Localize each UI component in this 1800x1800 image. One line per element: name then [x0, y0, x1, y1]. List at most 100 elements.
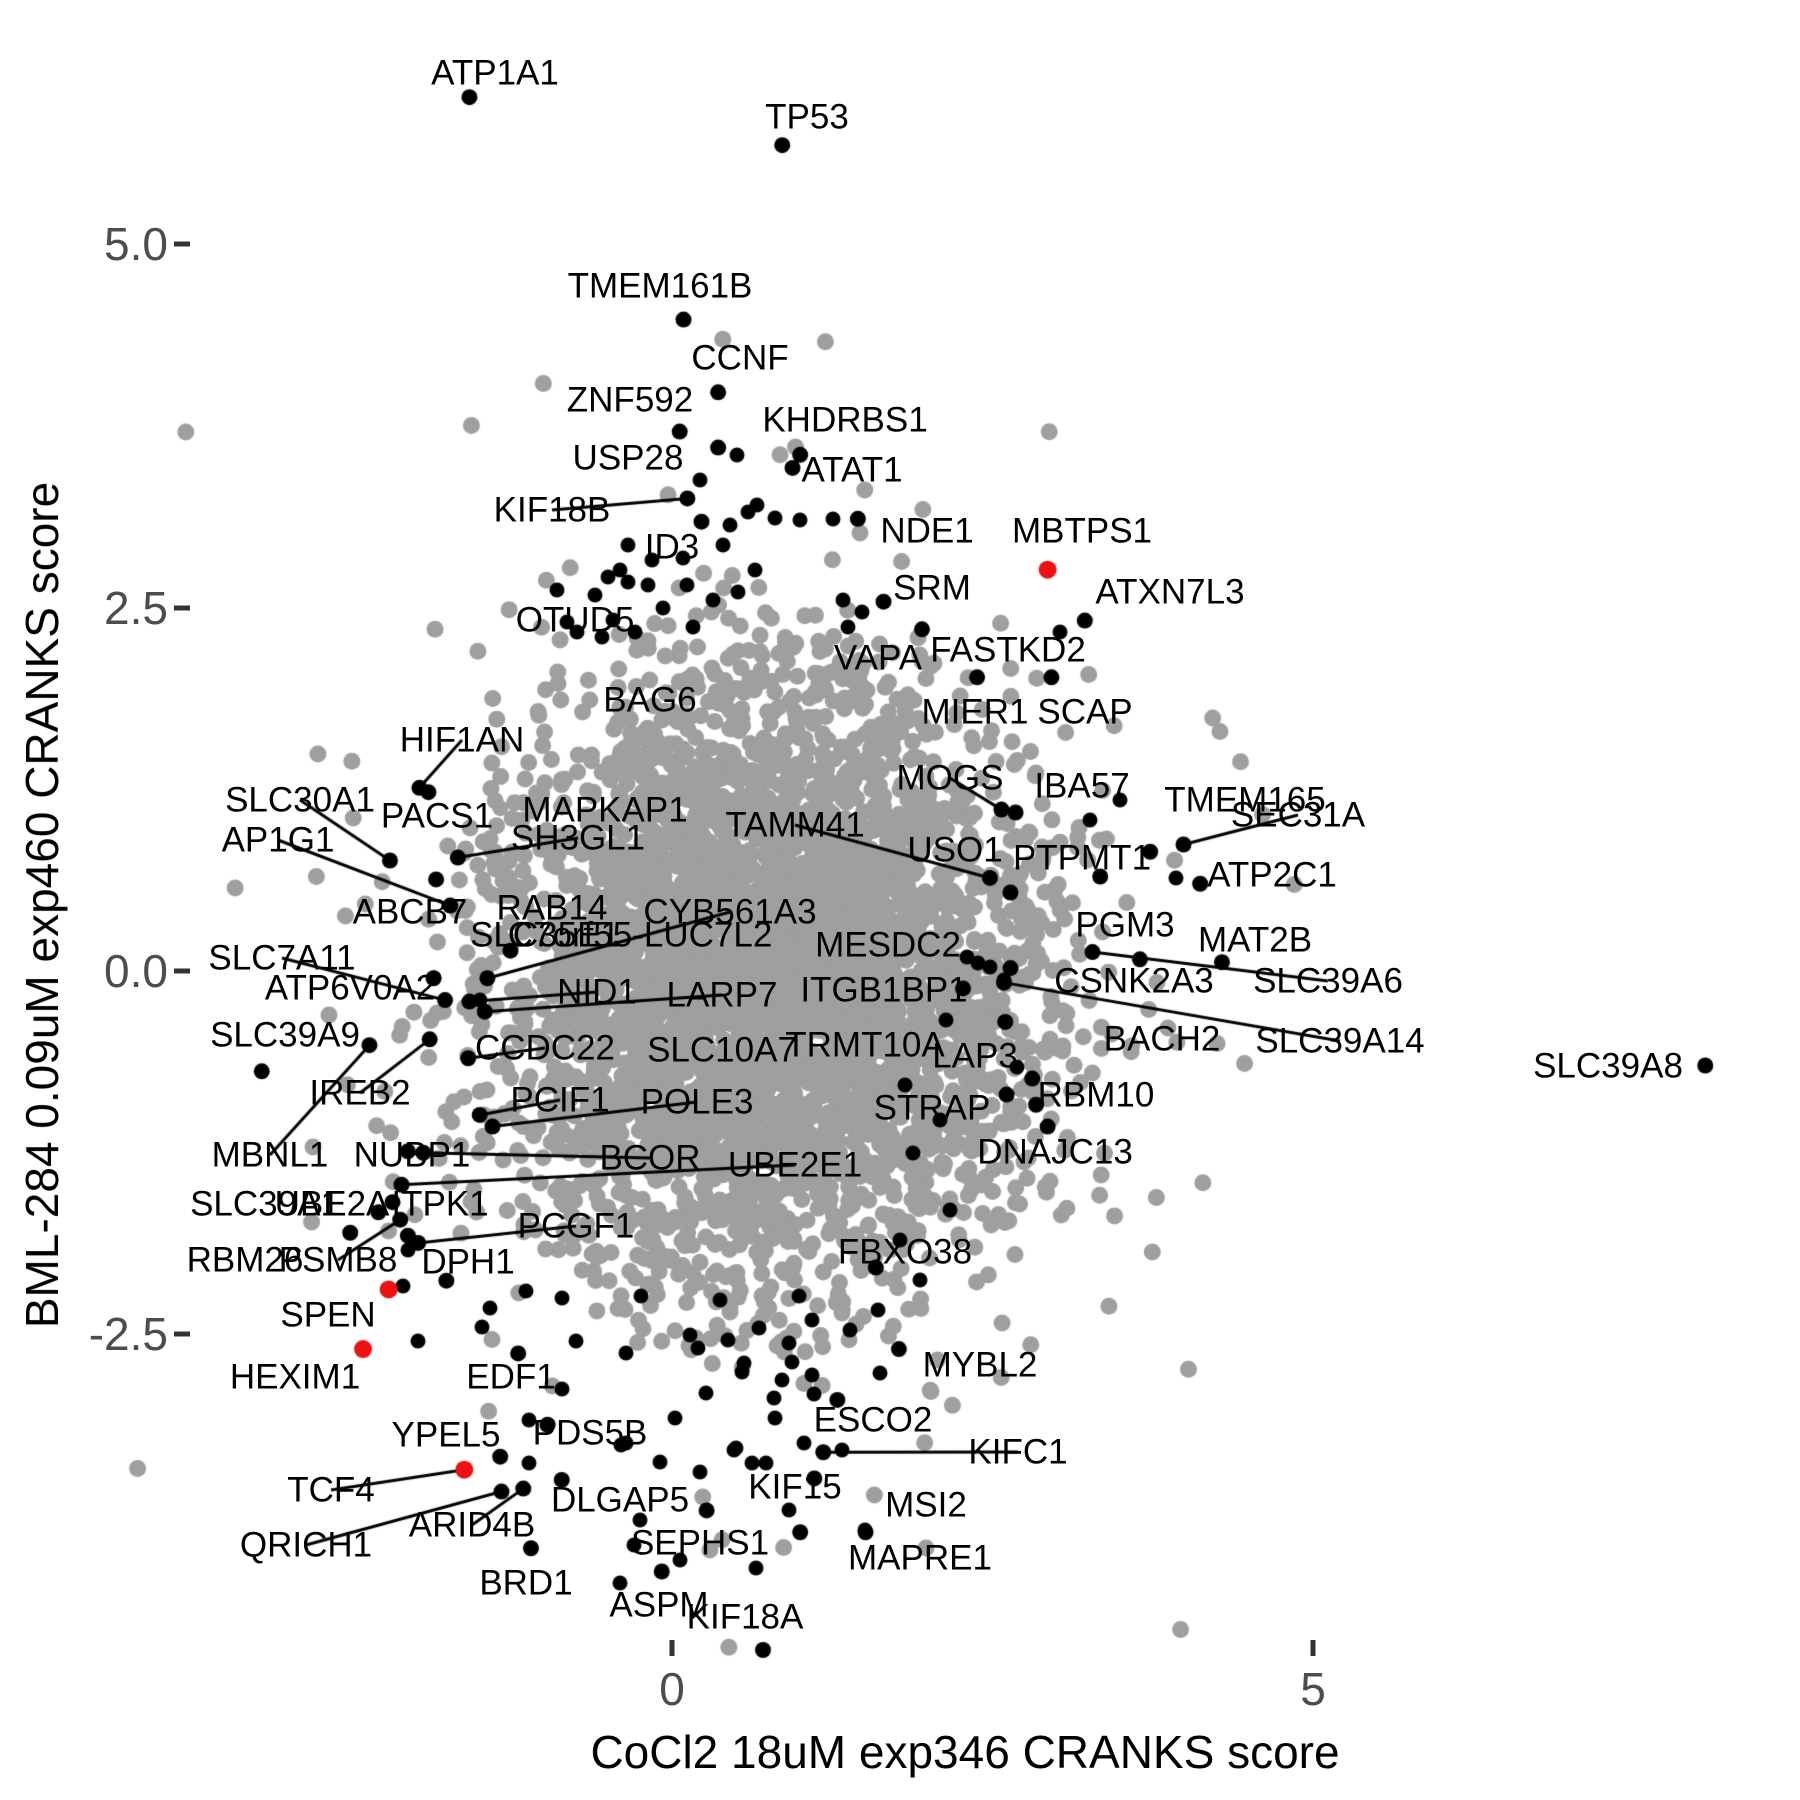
gene-label-DPH1: DPH1 — [421, 1242, 515, 1282]
gene-label-NDE1: NDE1 — [880, 511, 974, 551]
gene-label-CYB561A3: CYB561A3 — [643, 892, 817, 932]
gene-label-PSMB8: PSMB8 — [278, 1240, 398, 1280]
gene-label-OTUD5: OTUD5 — [515, 600, 635, 640]
gene-label-HIF1AN: HIF1AN — [399, 720, 525, 760]
gene-label-EDF1: EDF1 — [466, 1357, 556, 1397]
gene-label-TAMM41: TAMM41 — [725, 805, 865, 845]
gene-label-TCF4: TCF4 — [287, 1470, 375, 1510]
gene-label-KIFC1: KIFC1 — [968, 1432, 1068, 1472]
gene-label-FASTKD2: FASTKD2 — [930, 630, 1086, 670]
gene-label-UBE2A: UBE2A — [274, 1184, 390, 1224]
gene-label-DLGAP5: DLGAP5 — [550, 1480, 690, 1520]
gene-label-MAPKAP1: MAPKAP1 — [522, 790, 688, 830]
gene-label-HEXIM1: HEXIM1 — [229, 1357, 361, 1397]
gene-label-SLC39A9: SLC39A9 — [210, 1015, 360, 1055]
gene-label-BCOR: BCOR — [599, 1138, 701, 1178]
gene-label-ESCO2: ESCO2 — [813, 1400, 933, 1440]
y-tick-label: 5.0 — [104, 218, 168, 270]
gene-label-PGM3: PGM3 — [1075, 905, 1175, 945]
gene-label-TRMT10A: TRMT10A — [785, 1025, 945, 1065]
gene-label-IBA57: IBA57 — [1034, 766, 1130, 806]
gene-label-PDS5B: PDS5B — [532, 1413, 648, 1453]
y-tick-label: 2.5 — [104, 582, 168, 634]
gene-label-SLC39A6: SLC39A6 — [1253, 961, 1403, 1001]
gene-label-QRICH1: QRICH1 — [239, 1525, 373, 1565]
gene-label-ATP2C1: ATP2C1 — [1207, 855, 1337, 895]
gene-label-STRAP: STRAP — [873, 1088, 991, 1128]
gene-label-ATP1A1: ATP1A1 — [431, 53, 559, 93]
gene-label-LARP7: LARP7 — [666, 975, 778, 1015]
x-tick-label: 0 — [659, 1663, 685, 1715]
gene-label-MIER1: MIER1 — [921, 692, 1029, 732]
gene-label-SH3GL1: SH3GL1 — [510, 818, 646, 858]
gene-label-ITPK1: ITPK1 — [391, 1184, 489, 1224]
gene-label-CCDC22: CCDC22 — [474, 1028, 616, 1068]
gene-label-DNAJC13: DNAJC13 — [977, 1132, 1133, 1172]
y-tick-mark — [174, 1331, 190, 1337]
gene-label-SEC31A: SEC31A — [1230, 795, 1366, 835]
gene-label-MYBL2: MYBL2 — [922, 1345, 1038, 1385]
gene-label-ID3: ID3 — [644, 527, 700, 567]
gene-label-RBM10: RBM10 — [1037, 1075, 1155, 1115]
gene-label-USP28: USP28 — [572, 438, 684, 478]
gene-label-VAPA: VAPA — [833, 638, 923, 678]
gene-label-KIF18B: KIF18B — [493, 490, 611, 530]
gene-label-UBE2E1: UBE2E1 — [727, 1145, 863, 1185]
gene-label-ITGB1BP1: ITGB1BP1 — [800, 970, 968, 1010]
y-tick-mark — [174, 241, 190, 247]
gene-label-SRM: SRM — [893, 568, 971, 608]
gene-label-FBXO38: FBXO38 — [837, 1232, 973, 1272]
gene-label-NID1: NID1 — [557, 972, 637, 1012]
gene-label-RAB14: RAB14 — [496, 888, 608, 928]
gene-label-BAG6: BAG6 — [603, 680, 697, 720]
gene-label-ATAT1: ATAT1 — [801, 450, 903, 490]
gene-label-ARID4B: ARID4B — [408, 1505, 536, 1545]
gene-label-YPEL5: YPEL5 — [391, 1415, 501, 1455]
gene-label-PTPMT1: PTPMT1 — [1012, 838, 1152, 878]
gene-label-USO1: USO1 — [907, 830, 1003, 870]
gene-label-MOGS: MOGS — [896, 758, 1004, 798]
gene-label-IREB2: IREB2 — [309, 1073, 411, 1113]
gene-label-ASPM: ASPM — [609, 1585, 709, 1625]
gene-label-PCIF1: PCIF1 — [510, 1080, 610, 1120]
gene-label-CSNK2A3: CSNK2A3 — [1054, 961, 1214, 1001]
gene-label-RBM26: RBM26 — [186, 1240, 304, 1280]
gene-label-ATP6V0A2: ATP6V0A2 — [264, 968, 436, 1008]
x-tick-mark — [1310, 1640, 1316, 1656]
gene-label-ZNF592: ZNF592 — [566, 380, 694, 420]
gene-label-KIF15: KIF15 — [748, 1467, 842, 1507]
gene-label-AP1G1: AP1G1 — [221, 820, 335, 860]
gene-label-ATXN7L3: ATXN7L3 — [1095, 572, 1245, 612]
gene-label-KHDRBS1: KHDRBS1 — [762, 400, 928, 440]
gene-label-C7orf55-LUC7L2: C7orf55-LUC7L2 — [507, 915, 773, 955]
gene-label-LAP3: LAP3 — [932, 1036, 1018, 1076]
x-tick-mark — [669, 1640, 675, 1656]
gene-label-SLC10A7: SLC10A7 — [647, 1030, 797, 1070]
gene-label-SLC7A11: SLC7A11 — [208, 938, 356, 978]
gene-label-SPEN: SPEN — [280, 1295, 376, 1335]
gene-label-SCAP: SCAP — [1037, 692, 1133, 732]
gene-label-TP53: TP53 — [765, 97, 849, 137]
gene-label-SLC39A8: SLC39A8 — [1533, 1046, 1683, 1086]
gene-label-SLC35E1: SLC35E1 — [470, 915, 620, 955]
gene-label-MAPRE1: MAPRE1 — [848, 1538, 992, 1578]
gene-label-POLE3: POLE3 — [640, 1082, 754, 1122]
y-tick-mark — [174, 968, 190, 974]
gene-label-SLC39A1: SLC39A1 — [190, 1184, 340, 1224]
y-axis-title: BML-284 0.09uM exp460 CRANKS score — [16, 481, 68, 1329]
gene-label-BACH2: BACH2 — [1103, 1019, 1221, 1059]
gene-label-SLC30A1: SLC30A1 — [225, 780, 375, 820]
y-tick-label: -2.5 — [88, 1308, 168, 1360]
gene-label-MBTPS1: MBTPS1 — [1011, 511, 1153, 551]
gene-label-MESDC2: MESDC2 — [815, 925, 961, 965]
y-tick-label: 0.0 — [104, 945, 168, 997]
gene-label-PCGF1: PCGF1 — [517, 1206, 635, 1246]
gene-label-BRD1: BRD1 — [479, 1563, 573, 1603]
gene-label-SEPHS1: SEPHS1 — [630, 1523, 770, 1563]
x-axis-title: CoCl2 18uM exp346 CRANKS score — [590, 1726, 1340, 1778]
gene-label-MBNL1: MBNL1 — [211, 1135, 329, 1175]
gene-label-TMEM165: TMEM165 — [1164, 780, 1326, 820]
x-tick-label: 5 — [1300, 1663, 1326, 1715]
